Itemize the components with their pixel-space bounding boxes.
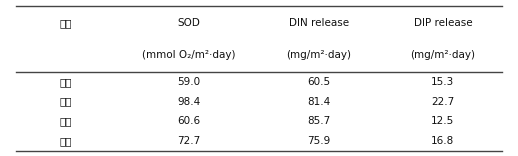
Text: (mg/m²·day): (mg/m²·day) [286, 50, 351, 60]
Text: 81.4: 81.4 [307, 97, 330, 107]
Text: 12.5: 12.5 [431, 117, 454, 127]
Text: 75.9: 75.9 [307, 136, 330, 146]
Text: DIN release: DIN release [289, 18, 349, 28]
Text: 59.0: 59.0 [178, 77, 200, 87]
Text: 72.7: 72.7 [178, 136, 200, 146]
Text: 평균: 평균 [60, 136, 72, 146]
Text: 22.7: 22.7 [431, 97, 454, 107]
Text: 15.3: 15.3 [431, 77, 454, 87]
Text: (mg/m²·day): (mg/m²·day) [410, 50, 476, 60]
Text: 진해: 진해 [60, 97, 72, 107]
Text: 동영: 동영 [60, 77, 72, 87]
Text: 85.7: 85.7 [307, 117, 330, 127]
Text: 항목: 항목 [60, 18, 72, 28]
Text: 98.4: 98.4 [178, 97, 200, 107]
Text: 60.5: 60.5 [307, 77, 330, 87]
Text: SOD: SOD [178, 18, 200, 28]
Text: DIP release: DIP release [413, 18, 472, 28]
Text: (mmol O₂/m²·day): (mmol O₂/m²·day) [142, 50, 236, 60]
Text: 거제: 거제 [60, 117, 72, 127]
Text: 16.8: 16.8 [431, 136, 454, 146]
Text: 60.6: 60.6 [178, 117, 200, 127]
